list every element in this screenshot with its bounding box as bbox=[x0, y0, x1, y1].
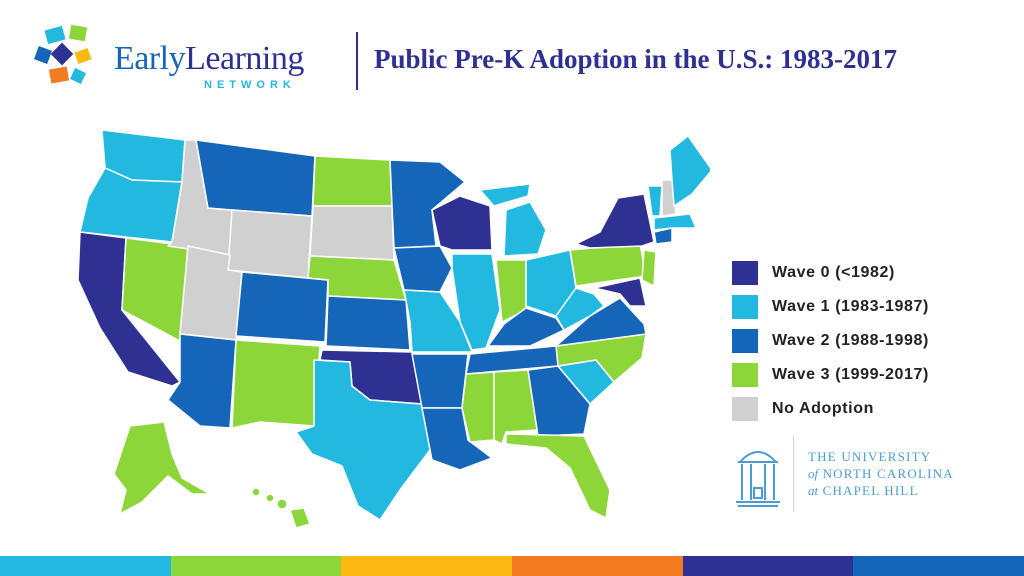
legend-item: Wave 2 (1988-1998) bbox=[732, 324, 1012, 358]
state-iowa[interactable] bbox=[393, 245, 453, 293]
color-bar-segment bbox=[682, 556, 854, 576]
legend-label: Wave 3 (1999-2017) bbox=[772, 366, 929, 383]
state-mississippi[interactable] bbox=[461, 371, 495, 443]
state-montana[interactable] bbox=[195, 139, 316, 217]
color-bar-segment bbox=[853, 556, 1024, 576]
logo-word-learning: Learning bbox=[185, 40, 304, 77]
legend-label: No Adoption bbox=[772, 400, 874, 417]
university-line-3-prefix: at bbox=[808, 483, 819, 498]
state-kansas[interactable] bbox=[325, 295, 411, 351]
university-line-2-prefix: of bbox=[808, 466, 819, 481]
university-line-2-main: NORTH CAROLINA bbox=[822, 466, 954, 481]
legend-label: Wave 2 (1988-1998) bbox=[772, 332, 929, 349]
color-bar-footer bbox=[0, 556, 1024, 576]
university-line-3: at CHAPEL HILL bbox=[808, 482, 954, 499]
state-florida[interactable] bbox=[505, 433, 611, 519]
state-massachusetts[interactable] bbox=[653, 213, 697, 231]
state-georgia[interactable] bbox=[527, 365, 591, 437]
university-line-1: THE UNIVERSITY bbox=[808, 449, 932, 464]
logo-subtitle: NETWORK bbox=[204, 79, 296, 91]
legend-item: No Adoption bbox=[732, 392, 1012, 426]
state-vermont[interactable] bbox=[647, 185, 663, 217]
legend-swatch bbox=[732, 397, 758, 421]
state-texas[interactable] bbox=[295, 359, 431, 521]
early-learning-network-logo: EarlyLearning NETWORK bbox=[32, 24, 352, 94]
state-maryland[interactable] bbox=[593, 277, 647, 307]
legend-item: Wave 3 (1999-2017) bbox=[732, 358, 1012, 392]
state-missouri[interactable] bbox=[403, 289, 473, 353]
header: EarlyLearning NETWORK Public Pre-K Adopt… bbox=[0, 0, 1024, 110]
logo-wordmark: EarlyLearning bbox=[114, 40, 304, 78]
university-line-2: of NORTH CAROLINA bbox=[808, 465, 954, 482]
state-south-dakota[interactable] bbox=[309, 205, 395, 261]
state-wisconsin[interactable] bbox=[431, 195, 493, 251]
logo-word-early: Early bbox=[114, 40, 186, 77]
legend-swatch bbox=[732, 261, 758, 285]
state-illinois[interactable] bbox=[451, 253, 501, 351]
color-bar-segment bbox=[512, 556, 683, 576]
state-virginia[interactable] bbox=[555, 297, 647, 347]
legend-label: Wave 1 (1983-1987) bbox=[772, 298, 929, 315]
legend-swatch bbox=[732, 329, 758, 353]
legend-swatch bbox=[732, 295, 758, 319]
state-minnesota[interactable] bbox=[389, 159, 466, 249]
us-map bbox=[77, 129, 710, 529]
map-legend: Wave 0 (<1982) Wave 1 (1983-1987) Wave 2… bbox=[732, 256, 1012, 426]
university-line-3-main: CHAPEL HILL bbox=[822, 483, 919, 498]
color-bar-segment bbox=[341, 556, 513, 576]
logo-mark-icon bbox=[34, 24, 92, 84]
old-well-icon bbox=[736, 451, 780, 507]
state-alaska[interactable] bbox=[113, 421, 211, 515]
university-divider bbox=[793, 436, 794, 512]
state-michigan[interactable] bbox=[479, 183, 547, 257]
color-bar-segment bbox=[170, 556, 342, 576]
state-kentucky[interactable] bbox=[487, 307, 565, 347]
state-new-jersey[interactable] bbox=[641, 249, 657, 287]
legend-label: Wave 0 (<1982) bbox=[772, 264, 895, 281]
state-north-dakota[interactable] bbox=[312, 155, 393, 207]
state-hawaii[interactable] bbox=[251, 487, 311, 529]
state-maine[interactable] bbox=[669, 135, 710, 207]
header-divider bbox=[356, 32, 358, 90]
university-name: THE UNIVERSITY of NORTH CAROLINA at CHAP… bbox=[808, 448, 954, 499]
state-colorado[interactable] bbox=[235, 271, 329, 343]
legend-swatch bbox=[732, 363, 758, 387]
legend-item: Wave 0 (<1982) bbox=[732, 256, 1012, 290]
state-arkansas[interactable] bbox=[411, 353, 469, 409]
state-wyoming[interactable] bbox=[227, 209, 313, 279]
state-west-virginia[interactable] bbox=[555, 287, 605, 331]
page-title: Public Pre-K Adoption in the U.S.: 1983-… bbox=[374, 44, 898, 74]
state-new-mexico[interactable] bbox=[231, 339, 321, 429]
legend-item: Wave 1 (1983-1987) bbox=[732, 290, 1012, 324]
state-new-york[interactable] bbox=[575, 193, 655, 249]
color-bar-segment bbox=[0, 556, 171, 576]
